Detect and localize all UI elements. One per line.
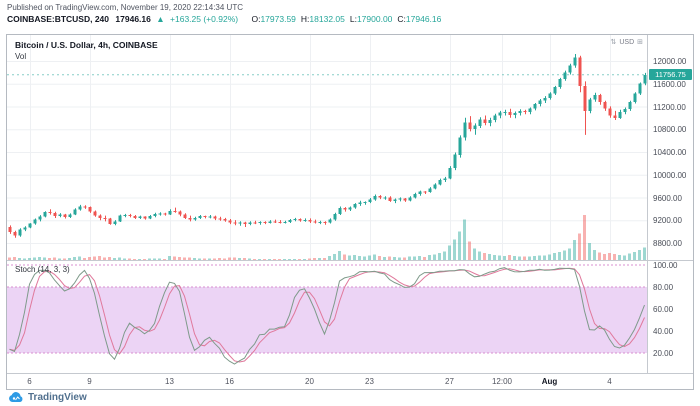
ohlc-value: 17973.59: [260, 14, 296, 24]
ohlc-label: L:: [349, 14, 357, 24]
price-tick-label: 10000.00: [653, 170, 687, 180]
time-tick-label: 27: [445, 377, 454, 386]
ohlc-label: H:: [300, 14, 310, 24]
volume-indicator-label[interactable]: Vol: [15, 52, 27, 61]
time-tick-label: 4: [607, 377, 612, 386]
price-tick-label: 11600.00: [653, 79, 686, 89]
last-price-tag: 11756.75: [649, 69, 692, 81]
symbol-name[interactable]: COINBASE:BTCUSD, 240: [7, 14, 110, 24]
time-tick-label: Aug: [541, 377, 558, 386]
up-arrow-icon: ▲: [156, 14, 165, 24]
price-axis[interactable]: 11756.75 12000.00 11600.00 11200.00 10800.0…: [648, 35, 693, 260]
time-tick-label: 12:00: [491, 377, 513, 386]
time-tick-label: 23: [365, 377, 374, 386]
price-tick-label: 9200.00: [653, 216, 682, 226]
chart-frame: Bitcoin / U.S. Dollar, 4h, COINBASE Vol …: [6, 34, 694, 390]
ohlc-value: 18132.05: [309, 14, 345, 24]
footer-brand[interactable]: TradingView: [8, 392, 87, 403]
published-timestamp: Published on TradingView.com, November 1…: [7, 3, 243, 12]
scale-controls[interactable]: ⇅ USD ⊞: [610, 38, 643, 47]
stoch-tick-label: 100.00: [653, 261, 678, 270]
axis-separator: [7, 373, 693, 374]
ohlc-value: 17946.16: [405, 14, 442, 24]
chart-legend-title[interactable]: Bitcoin / U.S. Dollar, 4h, COINBASE: [15, 40, 158, 50]
ohlc-values: O:17973.59 H:18132.05 L:17900.00 C:17946.16: [246, 14, 441, 24]
time-axis[interactable]: 6 9 13 16 20 23 27 12:00 Aug 4: [7, 374, 693, 390]
time-tick-label: 9: [87, 377, 92, 386]
stochastic-axis[interactable]: 100.00 80.00 60.00 40.00 20.00: [648, 261, 693, 373]
stoch-tick-label: 20.00: [653, 349, 674, 358]
pane-separator[interactable]: [7, 260, 693, 261]
last-price-value: 17946.16: [115, 14, 151, 24]
price-tick-label: 9600.00: [653, 193, 682, 203]
stoch-tick-label: 40.00: [653, 327, 674, 336]
tradingview-cloud-icon: [9, 392, 23, 402]
ohlc-label: C:: [397, 14, 406, 24]
stoch-tick-label: 60.00: [653, 305, 674, 314]
price-axis-separator: [647, 35, 648, 373]
stochastic-canvas[interactable]: [7, 261, 647, 373]
time-tick-label: 6: [27, 377, 32, 386]
price-tick-label: 8800.00: [653, 239, 682, 248]
ohlc-value: 17900.00: [356, 14, 393, 24]
time-tick-label: 20: [305, 377, 314, 386]
price-tick-label: 12000.00: [653, 57, 687, 66]
price-change: +163.25 (+0.92%): [170, 14, 239, 24]
time-tick-label: 16: [225, 377, 234, 386]
tradingview-wordmark: TradingView: [28, 392, 87, 403]
price-tick-label: 10800.00: [653, 125, 687, 135]
main-chart-pane[interactable]: Bitcoin / U.S. Dollar, 4h, COINBASE Vol …: [7, 35, 647, 260]
stochastic-pane[interactable]: Stoch (14, 3, 3): [7, 261, 647, 373]
ohlc-label: O:: [251, 14, 261, 24]
price-tick-label: 11200.00: [653, 102, 686, 112]
scale-unit-label[interactable]: USD: [619, 38, 635, 46]
grid-icon[interactable]: ⊞: [637, 39, 643, 46]
candlestick-volume-canvas[interactable]: [7, 35, 647, 260]
stoch-tick-label: 80.00: [653, 283, 674, 292]
price-tick-label: 10400.00: [653, 148, 687, 157]
symbol-header: COINBASE:BTCUSD, 240 17946.16 ▲ +163.25 …: [7, 14, 441, 24]
stochastic-label[interactable]: Stoch (14, 3, 3): [15, 265, 70, 274]
arrows-updown-icon[interactable]: ⇅: [610, 39, 617, 46]
time-tick-label: 13: [165, 377, 174, 386]
